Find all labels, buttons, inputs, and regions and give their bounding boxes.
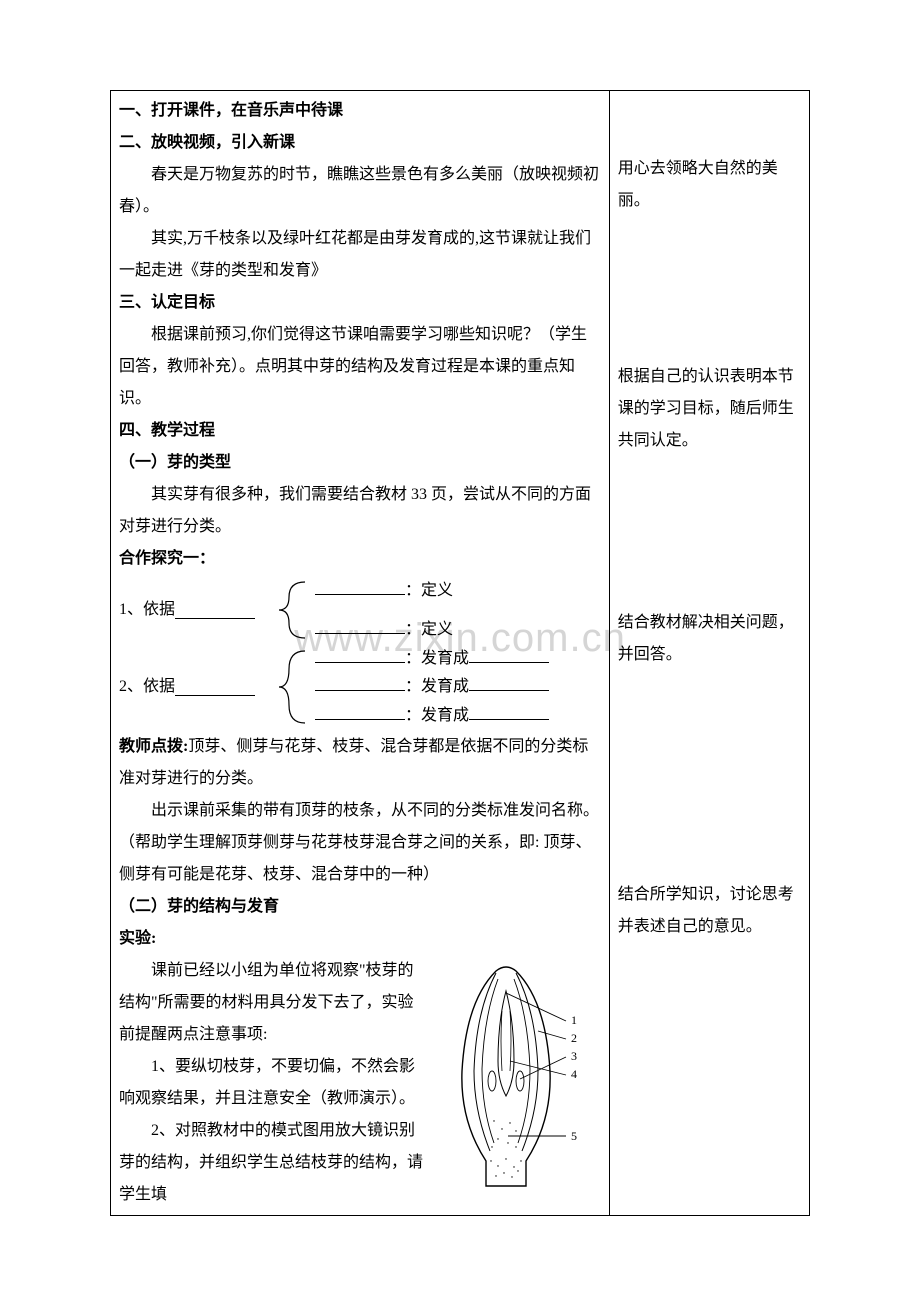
figure-wrap: 课前已经以小组为单位将观察"枝芽的结构"所需要的材料用具分发下去了，实验前提醒两… [119,955,601,1211]
left-cell: 一、打开课件，在音乐声中待课 二、放映视频，引入新课 春天是万物复苏的时节，瞧瞧… [111,91,610,1216]
heading-3: 三、认定目标 [119,287,601,319]
figure-text: 课前已经以小组为单位将观察"枝芽的结构"所需要的材料用具分发下去了，实验前提醒两… [119,955,426,1211]
brace-group-1: 1、依据 ：定义 ：定义 [119,577,601,643]
sub-1: （一）芽的类型 [119,447,601,479]
brace-1-icon [255,577,315,643]
dep1-blank [175,601,255,619]
note-1: 用心去领略大自然的美丽。 [618,153,801,217]
exp-title: 实验: [119,923,601,955]
para-1: 春天是万物复苏的时节，瞧瞧这些景色有多么美丽（放映视频初春）。 [119,159,601,223]
brace-group-2: 2、依据 ：发育成 ：发育成 ：发育成 [119,645,601,729]
brace-2-icon [255,645,315,729]
main-table: 一、打开课件，在音乐声中待课 二、放映视频，引入新课 春天是万物复苏的时节，瞧瞧… [110,90,810,1216]
fig-label-4: 4 [571,1067,577,1081]
note-2: 根据自己的认识表明本节课的学习目标，随后师生共同认定。 [618,361,801,457]
b2-dev3: ：发育成 [405,707,469,724]
teacher-tip: 教师点拨:顶芽、侧芽与花芽、枝芽、混合芽都是依据不同的分类标准对芽进行的分类。 [119,731,601,795]
tip-text: 顶芽、侧芽与花芽、枝芽、混合芽都是依据不同的分类标准对芽进行的分类。 [119,738,588,787]
right-cell: 用心去领略大自然的美丽。 根据自己的认识表明本节课的学习目标，随后师生共同认定。… [609,91,809,1216]
para-4: 其实芽有很多种，我们需要结合教材 33 页，尝试从不同的方面对芽进行分类。 [119,479,601,543]
coop-title: 合作探究一： [119,543,601,575]
dep1-label: 1、依据 [119,594,175,626]
dep2-blank [175,678,255,696]
b2-dev2: ：发育成 [405,678,469,695]
heading-1: 一、打开课件，在音乐声中待课 [119,95,601,127]
para-3: 根据课前预习,你们觉得这节课咱需要学习哪些知识呢？（学生回答，教师补充）。点明其… [119,319,601,415]
b2-row2: ：发育成 [315,673,549,700]
b2-dev1: ：发育成 [405,650,469,667]
b2-row1: ：发育成 [315,645,549,672]
note-4: 结合所学知识，讨论思考并表述自己的意见。 [618,879,801,943]
b1-def2: ：定义 [405,621,453,638]
b2-row3: ：发育成 [315,702,549,729]
para-5: 出示课前采集的带有顶芽的枝条，从不同的分类标准发问名称。（帮助学生理解顶芽侧芽与… [119,795,601,891]
heading-4: 四、教学过程 [119,415,601,447]
para-6a: 课前已经以小组为单位将观察"枝芽的结构"所需要的材料用具分发下去了，实验前提醒两… [119,955,426,1051]
para-6c: 2、对照教材中的模式图用放大镜识别芽的结构，并组织学生总结枝芽的结构，请学生填 [119,1115,426,1211]
para-2: 其实,万千枝条以及绿叶红花都是由芽发育成的,这节课就让我们一起走进《芽的类型和发… [119,223,601,287]
b1-row2: ：定义 [315,616,453,643]
brace-2-content: ：发育成 ：发育成 ：发育成 [315,645,549,729]
heading-2: 二、放映视频，引入新课 [119,127,601,159]
b1-def1: ：定义 [405,582,453,599]
bud-diagram-icon: 1 2 3 4 5 [426,961,601,1191]
bud-figure: 1 2 3 4 5 [426,955,601,1203]
fig-label-5: 5 [571,1129,577,1143]
sub-2: （二）芽的结构与发育 [119,891,601,923]
b1-row1: ：定义 [315,577,453,604]
note-3: 结合教材解决相关问题，并回答。 [618,607,801,671]
fig-label-2: 2 [571,1031,577,1045]
fig-label-3: 3 [571,1049,577,1063]
brace-1-content: ：定义 ：定义 [315,577,453,643]
fig-label-1: 1 [571,1013,577,1027]
dep2-label: 2、依据 [119,671,175,703]
tip-label: 教师点拨: [119,738,188,755]
para-6b: 1、要纵切枝芽，不要切偏，不然会影响观察结果，并且注意安全（教师演示）。 [119,1051,426,1115]
